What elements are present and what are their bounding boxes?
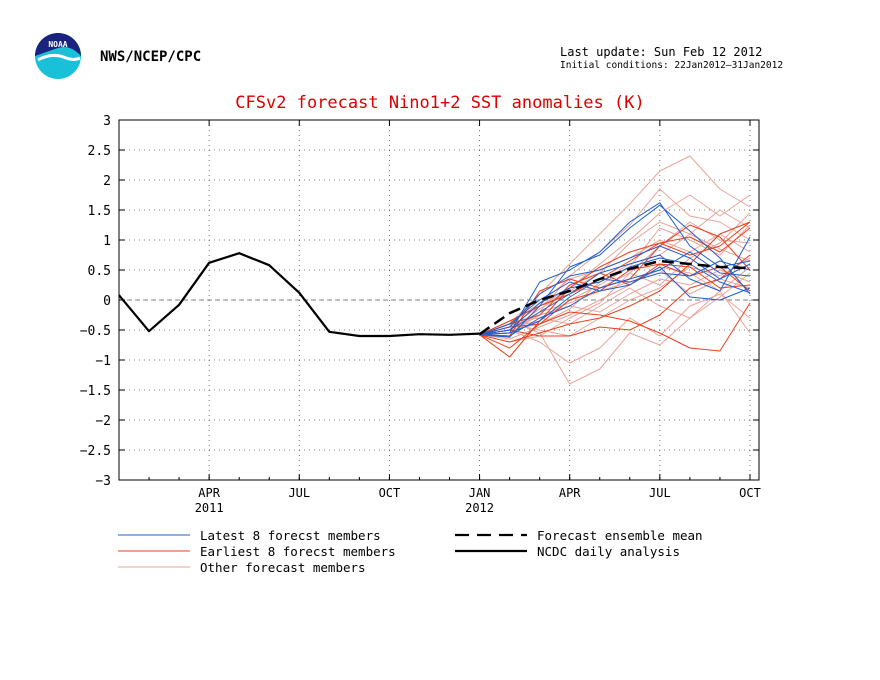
earliest-member-line: [479, 263, 751, 336]
latest-member-line: [479, 204, 751, 338]
last-update: Last update: Sun Feb 12 2012: [560, 45, 762, 59]
x-tick-label: APR: [559, 486, 581, 500]
y-tick-label: −2: [95, 414, 111, 429]
legend-label: Earliest 8 forecst members: [200, 544, 396, 559]
legend-label: Other forecast members: [200, 560, 366, 575]
initial-conditions: Initial conditions: 22Jan2012–31Jan2012: [560, 60, 783, 71]
y-axis: −3 −2.5 −2 −1.5 −1 −0.5 0 0.5 1 1.5 2 2.5 3: [80, 114, 759, 489]
y-tick-label: 2.5: [88, 144, 111, 159]
y-tick-label: 2: [103, 174, 111, 189]
other-member-line: [479, 188, 751, 336]
x-year-label: 2012: [465, 501, 494, 515]
x-tick-label: JUL: [649, 486, 671, 500]
earliest-member-line: [479, 302, 751, 352]
legend-label: Latest 8 forecst members: [200, 528, 381, 543]
legend-item-latest: Latest 8 forecst members: [118, 528, 381, 543]
x-tick-label: JAN: [469, 486, 491, 500]
latest-member-line: [479, 260, 751, 336]
earliest-member-line: [479, 221, 751, 358]
earliest-member-line: [479, 254, 751, 337]
y-tick-label: 0: [103, 294, 111, 309]
y-tick-label: 1.5: [88, 204, 111, 219]
agency-label: NWS/NCEP/CPC: [100, 49, 201, 65]
y-tick-label: −1.5: [80, 384, 111, 399]
y-tick-label: −3: [95, 474, 111, 489]
latest-member-line: [479, 202, 751, 336]
legend-item-other: Other forecast members: [118, 560, 366, 575]
latest-member-line: [479, 236, 751, 336]
y-tick-label: −0.5: [80, 324, 111, 339]
ensemble-mean-line: [478, 259, 751, 336]
x-tick-label: JUL: [288, 486, 310, 500]
latest-member-line: [479, 266, 751, 336]
y-tick-label: 3: [103, 114, 111, 129]
earliest-member-line: [479, 221, 751, 343]
legend-item-analysis: NCDC daily analysis: [455, 544, 680, 559]
y-tick-label: −2.5: [80, 444, 111, 459]
x-tick-label: APR: [198, 486, 220, 500]
chart-title: CFSv2 forecast Nino1+2 SST anomalies (K): [235, 93, 644, 113]
x-tick-label: OCT: [739, 486, 761, 500]
other-member-line: [479, 155, 751, 336]
logo-text: NOAA: [48, 40, 67, 49]
y-tick-label: −1: [95, 354, 111, 369]
other-member-line: [479, 269, 751, 337]
x-year-label: 2011: [195, 501, 224, 515]
x-tick-label: OCT: [379, 486, 401, 500]
legend-item-earliest: Earliest 8 forecst members: [118, 544, 396, 559]
analysis-line: [118, 252, 480, 338]
y-tick-label: 1: [103, 234, 111, 249]
other-member-line: [479, 290, 751, 385]
legend-label: Forecast ensemble mean: [537, 528, 703, 543]
grid: [119, 120, 759, 480]
y-tick-label: 0.5: [88, 264, 111, 279]
earliest-member-line: [479, 263, 751, 349]
legend-item-mean: Forecast ensemble mean: [455, 528, 703, 543]
plot-series: [118, 155, 751, 385]
noaa-logo: NOAA: [35, 33, 81, 79]
legend-label: NCDC daily analysis: [537, 544, 680, 559]
